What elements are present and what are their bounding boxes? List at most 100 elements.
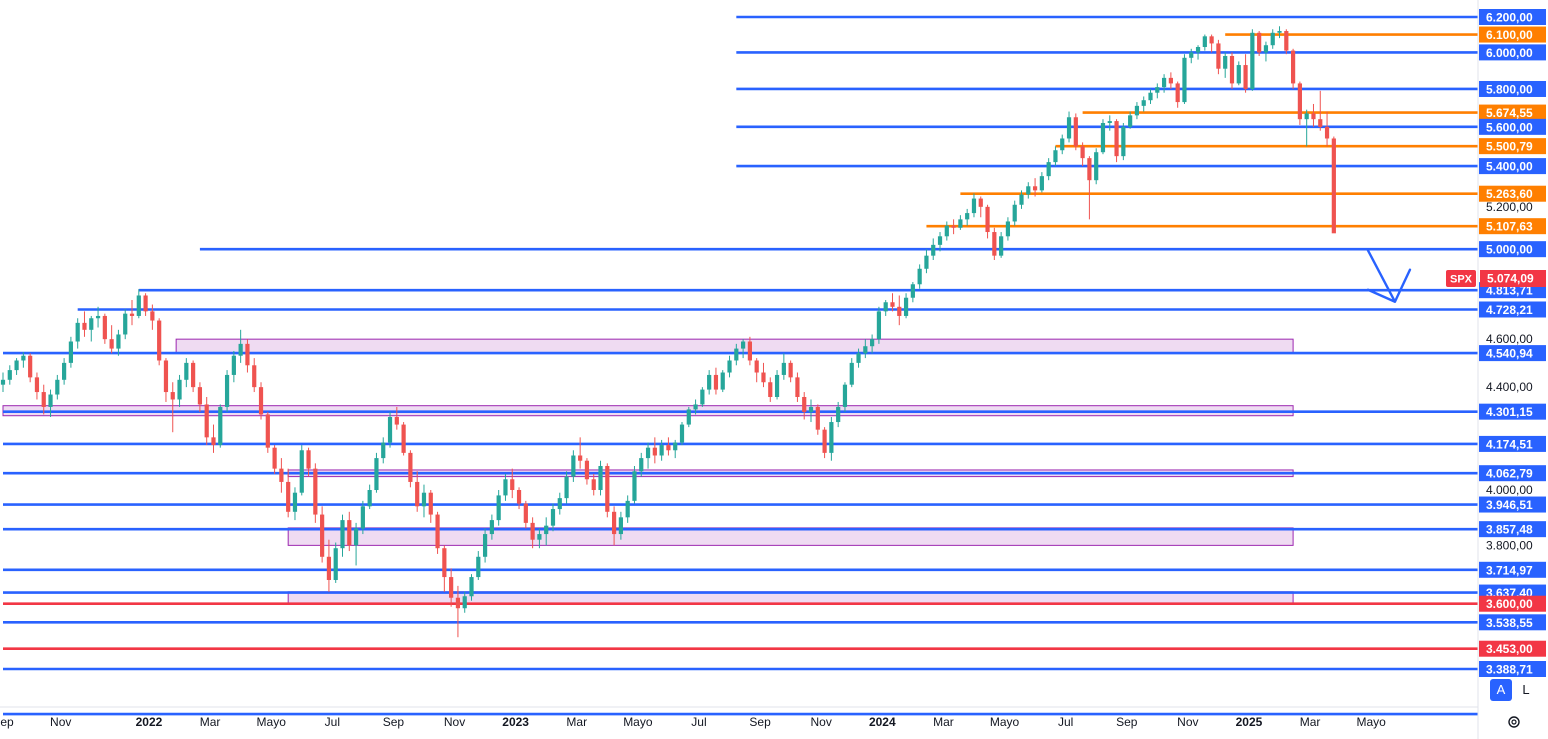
candle-160 xyxy=(1087,156,1092,220)
candle-82 xyxy=(557,492,562,515)
auto-scale-button[interactable]: A xyxy=(1490,679,1512,701)
candle-body xyxy=(1073,117,1078,147)
candle-189 xyxy=(1284,29,1289,55)
candle-body xyxy=(523,503,528,523)
candle-151 xyxy=(1026,182,1031,199)
candle-body xyxy=(123,313,128,335)
candle-162 xyxy=(1100,119,1106,155)
level-label-bg xyxy=(1479,80,1546,97)
candle-body xyxy=(1060,138,1065,151)
candle-body xyxy=(822,429,827,453)
candle-93 xyxy=(632,465,637,504)
candle-body xyxy=(781,362,786,375)
settings-gear-icon[interactable] xyxy=(1508,716,1520,728)
candle-85 xyxy=(578,437,583,469)
candle-111 xyxy=(754,358,759,383)
candle-170 xyxy=(1155,83,1160,99)
candle-body xyxy=(1141,100,1146,106)
candle-195 xyxy=(1324,111,1330,147)
candle-body xyxy=(510,479,515,491)
level-label: 3.388,71 xyxy=(1486,663,1533,677)
candle-body xyxy=(258,387,264,415)
candle-body xyxy=(252,365,257,388)
candle-body xyxy=(1270,32,1275,46)
candle-body xyxy=(75,322,80,342)
candle-body xyxy=(367,490,372,507)
candle-173 xyxy=(1175,81,1180,108)
candle-127 xyxy=(863,339,868,359)
candle-156 xyxy=(1060,134,1065,155)
y-tick-label: 5.200,00 xyxy=(1486,200,1533,214)
candle-9 xyxy=(62,358,67,385)
candle-body xyxy=(462,596,467,609)
candle-192 xyxy=(1304,109,1309,147)
candle-body xyxy=(666,445,671,451)
candle-body xyxy=(516,490,522,504)
candle-body xyxy=(931,244,936,256)
candle-body xyxy=(1284,31,1289,51)
candle-body xyxy=(808,406,814,412)
level-label-bg xyxy=(1479,44,1546,61)
candle-42 xyxy=(286,468,291,518)
candle-body xyxy=(958,219,963,228)
candle-164 xyxy=(1114,119,1119,163)
candle-body xyxy=(578,455,583,461)
candle-161 xyxy=(1094,148,1099,185)
candle-body xyxy=(184,362,189,380)
candle-97 xyxy=(659,439,664,461)
candle-70 xyxy=(476,551,481,580)
candle-body xyxy=(713,374,719,390)
candle-91 xyxy=(618,511,623,540)
candle-32 xyxy=(218,404,223,448)
candle-body xyxy=(897,306,902,316)
candle-body xyxy=(21,355,26,361)
candle-5 xyxy=(34,372,40,400)
candle-body xyxy=(320,514,325,557)
x-tick-label: 2023 xyxy=(502,715,529,729)
candle-12 xyxy=(82,311,87,337)
candle-3 xyxy=(21,352,26,368)
candle-16 xyxy=(109,325,114,354)
log-scale-button[interactable]: L xyxy=(1515,679,1537,701)
candle-body xyxy=(1100,123,1106,153)
candle-10 xyxy=(68,336,73,368)
time-axis[interactable]: Sep Nov 2022 Mar Mayo Jul Sep Nov 2023 Mar Mayo Jul… xyxy=(0,715,1386,729)
candle-191 xyxy=(1297,81,1302,125)
candle-179 xyxy=(1216,39,1221,75)
level-label: 5.107,63 xyxy=(1486,220,1533,234)
candle-165 xyxy=(1121,123,1126,161)
candle-body xyxy=(788,362,793,378)
level-label: 6.100,00 xyxy=(1486,28,1533,42)
candle-body xyxy=(150,311,155,321)
candle-body xyxy=(340,520,345,549)
candle-39 xyxy=(265,411,270,453)
candle-141 xyxy=(958,215,963,230)
level-label: 6.200,00 xyxy=(1486,11,1533,25)
candle-83 xyxy=(564,471,569,504)
candle-body xyxy=(618,517,623,535)
x-tick-label: Jul xyxy=(325,715,340,729)
candle-body xyxy=(1291,50,1296,84)
candle-body xyxy=(68,341,73,363)
candle-body xyxy=(673,442,678,451)
x-tick-label: Nov xyxy=(1177,715,1198,729)
candle-29 xyxy=(197,382,203,412)
candle-150 xyxy=(1019,190,1024,209)
candle-11 xyxy=(75,318,80,349)
candle-69 xyxy=(469,574,474,601)
candle-body xyxy=(903,297,909,316)
candle-38 xyxy=(258,382,264,420)
candle-body xyxy=(1087,158,1092,181)
candle-78 xyxy=(530,517,535,549)
candle-45 xyxy=(306,447,311,477)
candle-body xyxy=(870,339,875,347)
candle-body xyxy=(442,548,447,578)
candle-body xyxy=(564,476,569,499)
candle-53 xyxy=(360,500,365,535)
candle-body xyxy=(1053,150,1058,163)
candle-186 xyxy=(1263,41,1269,62)
candle-body xyxy=(0,379,6,385)
candle-63 xyxy=(428,490,433,523)
candle-body xyxy=(381,442,386,459)
